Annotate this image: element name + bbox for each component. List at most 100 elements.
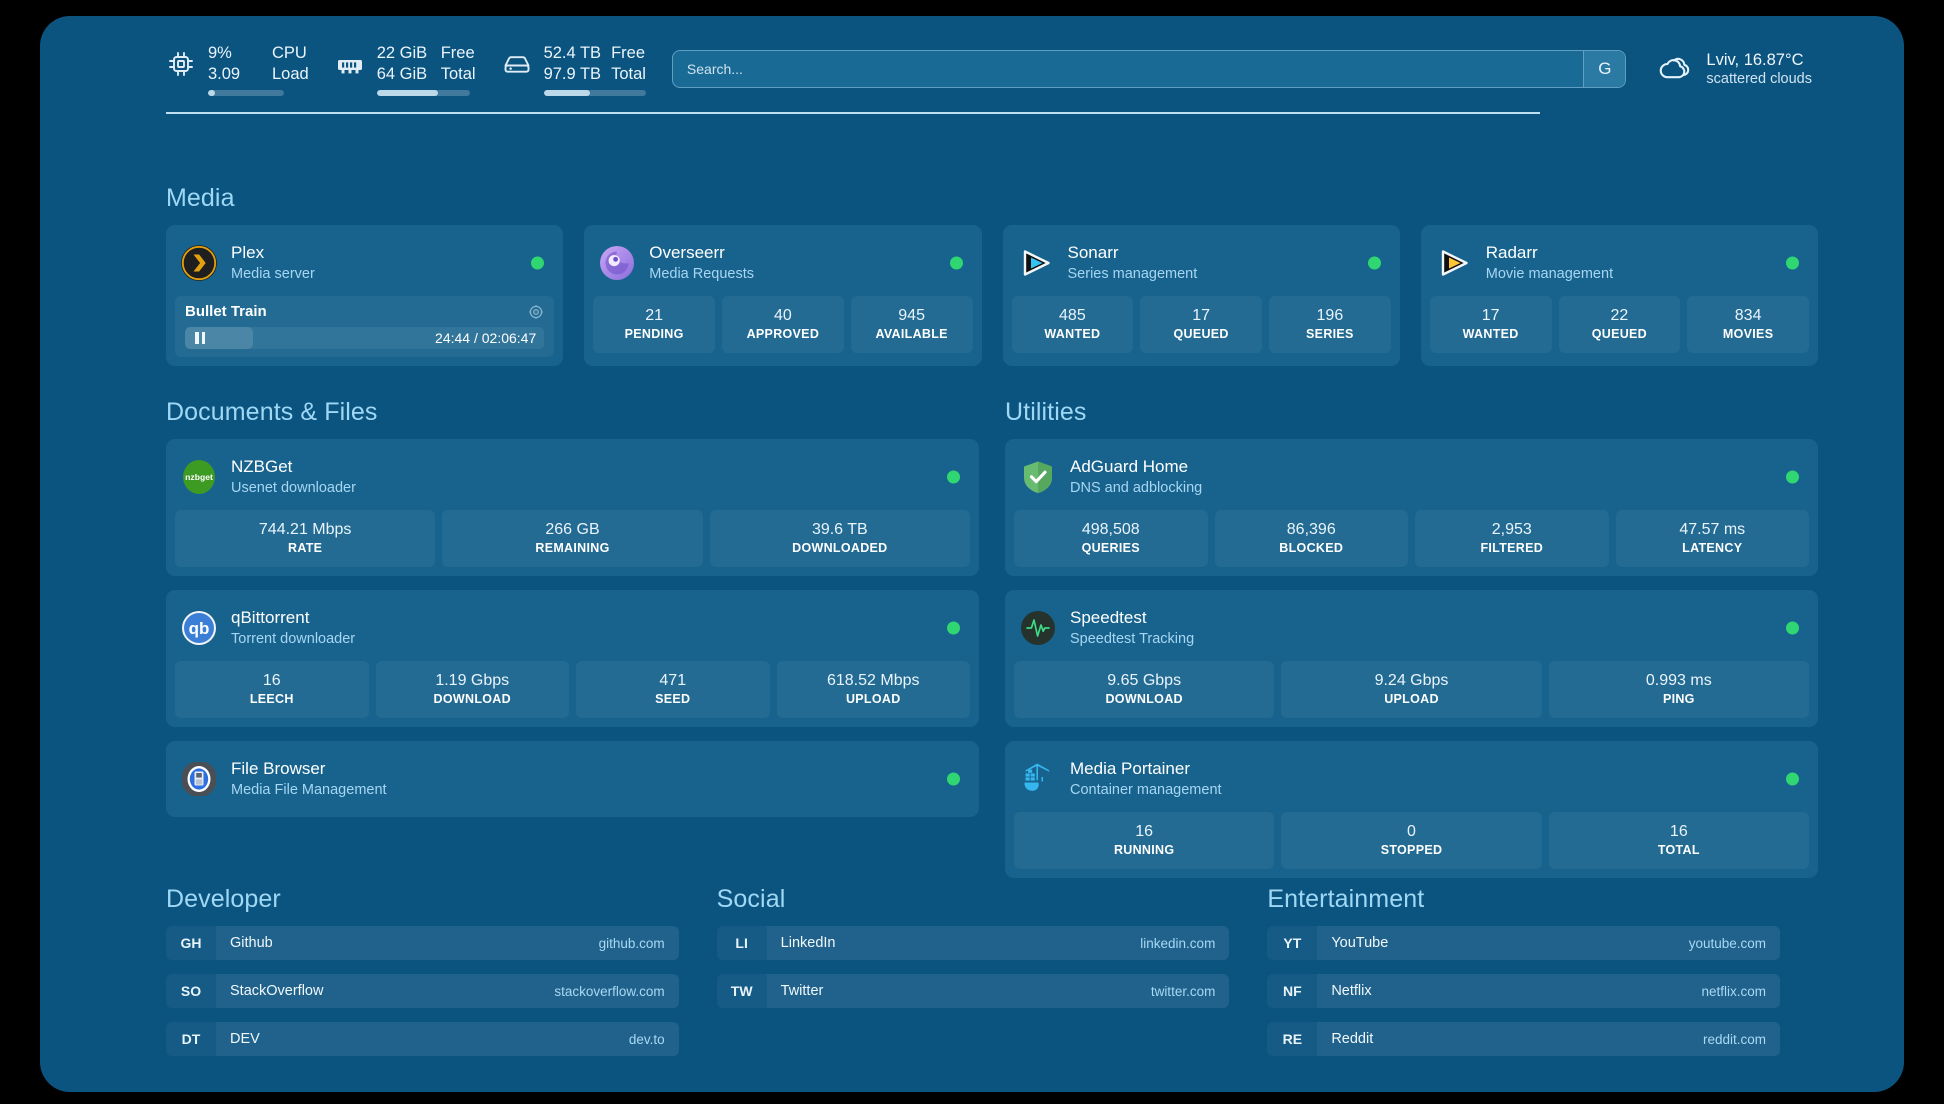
service-card[interactable]: File Browser Media File Management xyxy=(166,741,979,817)
stat-block[interactable]: 2,953 FILTERED xyxy=(1415,510,1609,567)
stat-block[interactable]: 86,396 BLOCKED xyxy=(1214,510,1408,567)
stat-block[interactable]: 16 LEECH xyxy=(175,661,369,718)
service-name: Overseerr xyxy=(649,243,725,262)
pause-icon[interactable] xyxy=(195,332,205,344)
service-card-header[interactable]: Radarr Movie management xyxy=(1430,234,1809,292)
stat-block[interactable]: 22 QUEUED xyxy=(1558,296,1681,353)
service-card-header[interactable]: File Browser Media File Management xyxy=(175,750,970,808)
search-input[interactable] xyxy=(672,51,1584,87)
bookmark-link[interactable]: NF Netflix netflix.com xyxy=(1267,974,1780,1008)
stat-block[interactable]: 21 PENDING xyxy=(593,296,715,353)
resource-widget-hard-disk: 52.4 TB 97.9 TB Free Total xyxy=(502,43,646,96)
stat-block[interactable]: 618.52 Mbps UPLOAD xyxy=(776,661,970,718)
stat-block[interactable]: 744.21 Mbps RATE xyxy=(175,510,436,567)
service-name: Sonarr xyxy=(1067,243,1119,262)
bookmark-link[interactable]: GH Github github.com xyxy=(166,926,679,960)
stat-block[interactable]: 0 STOPPED xyxy=(1281,812,1542,869)
stat-block[interactable]: 485 WANTED xyxy=(1011,296,1134,353)
stat-block[interactable]: 471 SEED xyxy=(576,661,770,718)
service-card[interactable]: nzbget NZBGet Usenet downloader 744.21 Mbps… xyxy=(166,439,979,576)
stat-block[interactable]: 196 SERIES xyxy=(1269,296,1391,353)
stat-value: 485 xyxy=(1059,307,1086,324)
stat-value: 17 xyxy=(1481,307,1500,324)
stat-label: UPLOAD xyxy=(1384,692,1439,706)
documents-section: Documents & Files nzbget NZBGet Usenet dow… xyxy=(166,398,979,878)
bookmark-link[interactable]: TW Twitter twitter.com xyxy=(716,974,1230,1008)
stat-label: LATENCY xyxy=(1682,541,1743,555)
hard-disk-icon xyxy=(502,49,532,79)
service-card-header[interactable]: Overseerr Media Requests xyxy=(593,234,972,292)
stat-label: QUERIES xyxy=(1081,541,1140,555)
service-card-header[interactable]: AdGuard Home DNS and adblocking xyxy=(1014,448,1809,506)
service-description: Media File Management xyxy=(231,782,387,798)
service-description: Torrent downloader xyxy=(231,631,356,647)
service-card-header[interactable]: Sonarr Series management xyxy=(1012,234,1391,292)
search-engine-button[interactable]: G xyxy=(1583,51,1626,87)
stat-block[interactable]: 0.993 ms PING xyxy=(1548,661,1809,718)
service-card-header[interactable]: Speedtest Speedtest Tracking xyxy=(1014,599,1809,657)
service-stats: 498,508 QUERIES 86,396 BLOCKED 2,953 FILTERED… xyxy=(1014,510,1809,567)
stat-label: DOWNLOADED xyxy=(792,541,888,555)
bookmark-link[interactable]: RE Reddit reddit.com xyxy=(1267,1022,1780,1056)
bookmark-link[interactable]: SO StackOverflow stackoverflow.com xyxy=(166,974,679,1008)
stat-label: RATE xyxy=(288,541,323,555)
service-card-header[interactable]: Plex Media server xyxy=(175,234,554,292)
service-card-header[interactable]: Media Portainer Container management xyxy=(1014,750,1809,808)
bookmark-link[interactable]: DT DEV dev.to xyxy=(166,1022,679,1056)
service-card[interactable]: Plex Media server Bullet Train 24:44 / 02:… xyxy=(166,225,564,366)
stat-label: WANTED xyxy=(1044,327,1101,341)
stat-block[interactable]: 40 APPROVED xyxy=(722,296,844,353)
service-card[interactable]: Overseerr Media Requests 21 PENDING 40 APPROV… xyxy=(584,225,982,366)
stat-block[interactable]: 17 WANTED xyxy=(1429,296,1552,353)
service-card[interactable]: AdGuard Home DNS and adblocking 498,508 QUE… xyxy=(1005,439,1818,576)
service-card-header[interactable]: nzbget NZBGet Usenet downloader xyxy=(175,448,970,506)
bookmark-link[interactable]: YT YouTube youtube.com xyxy=(1267,926,1780,960)
stat-value: 945 xyxy=(898,307,925,324)
service-stats: 9.65 Gbps DOWNLOAD 9.24 Gbps UPLOAD 0.993 ms… xyxy=(1014,661,1809,718)
playback-progress-bar[interactable]: 24:44 / 02:06:47 xyxy=(185,327,545,349)
service-card-header[interactable]: qb qBittorrent Torrent downloader xyxy=(175,599,970,657)
playback-time: 24:44 / 02:06:47 xyxy=(435,330,537,346)
stat-block[interactable]: 1.19 Gbps DOWNLOAD xyxy=(375,661,569,718)
stat-block[interactable]: 47.57 ms LATENCY xyxy=(1615,510,1809,567)
stat-block[interactable]: 945 AVAILABLE xyxy=(850,296,973,353)
resource-label: Free xyxy=(611,43,645,62)
stat-block[interactable]: 498,508 QUERIES xyxy=(1014,510,1208,567)
stat-block[interactable]: 9.24 Gbps UPLOAD xyxy=(1281,661,1542,718)
resource-progress-bar xyxy=(543,89,646,96)
stat-block[interactable]: 16 RUNNING xyxy=(1014,812,1275,869)
service-card[interactable]: Radarr Movie management 17 WANTED 22 QUEUED 83… xyxy=(1420,225,1818,366)
bookmark-url: twitter.com xyxy=(1150,983,1216,999)
stat-block[interactable]: 834 MOVIES xyxy=(1687,296,1809,353)
stat-value: 16 xyxy=(262,672,281,689)
gear-icon[interactable] xyxy=(528,304,544,320)
cpu-chip-icon xyxy=(166,49,196,79)
service-stats: 485 WANTED 17 QUEUED 196 SERIES xyxy=(1011,296,1391,353)
stat-label: PENDING xyxy=(624,327,684,341)
service-stats: 744.21 Mbps RATE 266 GB REMAINING 39.6 TB DOW… xyxy=(175,510,970,567)
resource-label: Total xyxy=(440,64,476,83)
bookmark-name: Netflix xyxy=(1331,983,1372,999)
service-card[interactable]: Speedtest Speedtest Tracking 9.65 Gbps DOWN… xyxy=(1005,590,1818,727)
service-name: NZBGet xyxy=(231,457,293,476)
bookmark-link[interactable]: LI LinkedIn linkedin.com xyxy=(716,926,1230,960)
search-bar[interactable]: G xyxy=(671,50,1627,88)
stat-block[interactable]: 16 TOTAL xyxy=(1548,812,1809,869)
service-card[interactable]: Media Portainer Container management 16 RUN… xyxy=(1005,741,1818,878)
memory-ram-icon xyxy=(335,49,365,79)
bookmark-group-title: Entertainment xyxy=(1267,885,1425,913)
portainer-docker-icon xyxy=(1020,761,1056,797)
service-name: File Browser xyxy=(231,759,326,778)
stat-block[interactable]: 17 QUEUED xyxy=(1140,296,1262,353)
service-card[interactable]: qb qBittorrent Torrent downloader 16 LEECH 1.… xyxy=(166,590,979,727)
stat-value: 266 GB xyxy=(545,521,600,538)
stat-block[interactable]: 39.6 TB DOWNLOADED xyxy=(709,510,970,567)
stat-label: MOVIES xyxy=(1722,327,1774,341)
stat-block[interactable]: 9.65 Gbps DOWNLOAD xyxy=(1014,661,1275,718)
stat-label: BLOCKED xyxy=(1279,541,1344,555)
bookmark-name: StackOverflow xyxy=(230,983,324,999)
stat-value: 0.993 ms xyxy=(1645,672,1712,689)
service-card[interactable]: Sonarr Series management 485 WANTED 17 QUEUED… xyxy=(1002,225,1400,366)
stat-block[interactable]: 266 GB REMAINING xyxy=(442,510,703,567)
stat-label: WANTED xyxy=(1462,327,1519,341)
